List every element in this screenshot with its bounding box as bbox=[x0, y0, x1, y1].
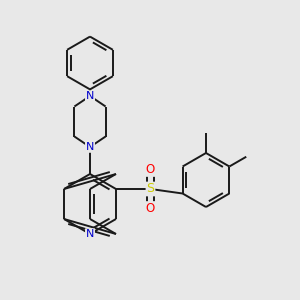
Text: O: O bbox=[146, 163, 155, 176]
Text: S: S bbox=[146, 182, 154, 196]
Text: O: O bbox=[146, 202, 155, 215]
Text: N: N bbox=[86, 229, 94, 239]
Text: N: N bbox=[86, 142, 94, 152]
Text: N: N bbox=[86, 91, 94, 101]
